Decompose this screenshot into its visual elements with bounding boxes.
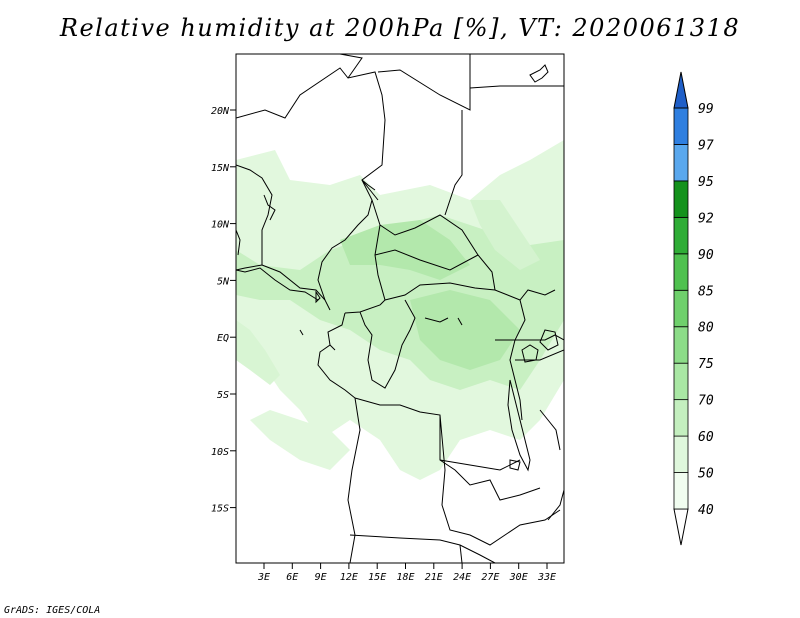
lon-label: 9E — [315, 572, 327, 583]
colorbar-label: 95 — [698, 175, 714, 190]
colorbar-label: 60 — [698, 430, 714, 445]
latitude-axis: 20N 15N 10N 5N EQ 5S 10S 15S — [211, 106, 236, 515]
colorbar-label: 85 — [698, 284, 714, 299]
colorbar-box — [673, 399, 689, 437]
lat-label: 5N — [217, 276, 230, 287]
colorbar-label: 70 — [698, 394, 714, 409]
longitude-axis: 3E 6E 9E 12E 15E 18E 21E 24E 27E 30E 33E — [257, 563, 556, 583]
colorbar-label: 80 — [698, 321, 714, 336]
colorbar-label: 75 — [698, 357, 714, 372]
lon-label: 15E — [368, 572, 386, 583]
lat-label: 10S — [211, 447, 229, 458]
colorbar-upper-arrow — [673, 71, 689, 109]
colorbar-label: 97 — [698, 138, 714, 153]
lat-label: 5S — [217, 390, 229, 401]
map-frame — [235, 53, 565, 564]
colorbar-box — [673, 144, 689, 182]
lat-label: 10N — [211, 220, 230, 231]
country-borders — [236, 54, 564, 563]
colorbar-box — [673, 435, 689, 473]
colorbar-lower-arrow — [673, 508, 689, 546]
lat-label: EQ — [217, 333, 229, 344]
map-title: Relative humidity at 200hPa [%], VT: 202… — [59, 14, 741, 42]
lon-label: 27E — [481, 572, 499, 583]
lat-label: 15S — [211, 504, 229, 515]
colorbar-label: 99 — [698, 102, 714, 117]
colorbar-box — [673, 472, 689, 510]
lon-label: 21E — [425, 572, 443, 583]
colorbar-box — [673, 289, 689, 328]
colorbar-label: 40 — [698, 503, 714, 518]
lat-label: 20N — [211, 106, 230, 117]
colorbar-label: 50 — [698, 467, 714, 482]
colorbar-box — [673, 362, 689, 401]
grads-credit: GrADS: IGES/COLA — [4, 605, 100, 616]
colorbar-box — [673, 180, 689, 218]
lon-label: 24E — [453, 572, 471, 583]
lon-label: 3E — [257, 572, 270, 583]
lon-label: 12E — [340, 572, 358, 583]
colorbar-label: 92 — [698, 211, 714, 226]
humidity-shading — [236, 140, 564, 480]
colorbar-box — [673, 253, 689, 291]
lat-label: 15N — [211, 163, 230, 174]
lon-label: 33E — [537, 572, 556, 583]
lon-label: 18E — [396, 572, 414, 583]
colorbar: 40 50 60 70 75 80 85 90 92 95 97 99 — [673, 71, 714, 546]
colorbar-box — [673, 107, 689, 145]
lon-label: 30E — [509, 572, 528, 583]
lon-label: 6E — [286, 572, 298, 583]
colorbar-box — [673, 326, 689, 364]
colorbar-label: 90 — [698, 248, 714, 263]
colorbar-box — [673, 216, 689, 255]
